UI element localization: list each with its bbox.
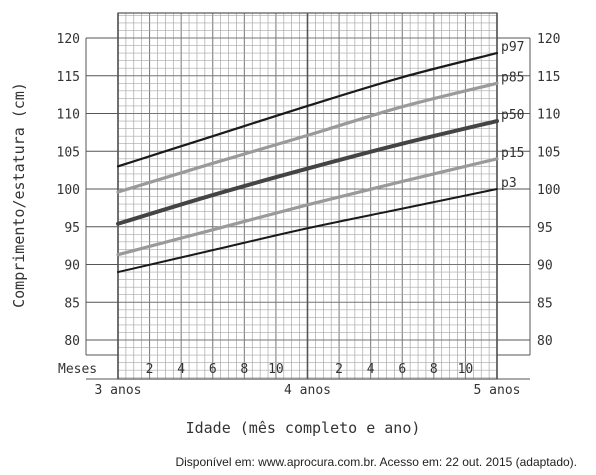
month-tick-label: 6	[209, 362, 217, 377]
series-line-p50	[116, 119, 499, 226]
month-tick-label: 4	[177, 362, 185, 377]
year-label: 5 anos	[474, 383, 521, 398]
y-tick-label-right: 120	[537, 32, 560, 47]
y-tick-label-left: 105	[57, 145, 80, 160]
series-line-p97	[116, 52, 499, 168]
x-axis-title: Idade (mês completo e ano)	[186, 419, 421, 437]
y-tick-label-left: 95	[64, 221, 80, 236]
year-label: 4 anos	[284, 383, 331, 398]
year-label: 3 anos	[95, 383, 142, 398]
month-tick-label: 10	[268, 362, 284, 377]
series-label-p50: p50	[501, 108, 524, 123]
y-axis-title: Comprimento/estatura (cm)	[10, 82, 28, 308]
month-tick-label: 10	[458, 362, 474, 377]
y-tick-label-left: 85	[64, 296, 80, 311]
y-tick-label-right: 100	[537, 183, 560, 198]
month-tick-label: 2	[335, 362, 343, 377]
series-line-p15	[116, 157, 499, 257]
month-tick-label: 2	[146, 362, 154, 377]
y-tick-label-left: 80	[64, 334, 80, 349]
month-tick-label: 4	[367, 362, 375, 377]
month-tick-label: 8	[240, 362, 248, 377]
y-tick-label-right: 110	[537, 108, 560, 123]
x-row-label: Meses	[58, 362, 97, 377]
series-line-p85	[116, 81, 499, 194]
y-tick-label-right: 90	[537, 259, 553, 274]
month-tick-label: 8	[430, 362, 438, 377]
series-lines	[116, 52, 499, 274]
y-tick-label-right: 115	[537, 70, 560, 85]
month-tick-label: 6	[398, 362, 406, 377]
series-labels: p97 p85 p50 p15 p3	[501, 40, 524, 191]
y-tick-label-left: 115	[57, 70, 80, 85]
y-ticks-right: 80 85 90 95 100 105 110 115 120	[497, 32, 560, 349]
y-tick-label-left: 100	[57, 183, 80, 198]
series-label-p15: p15	[501, 146, 524, 161]
y-tick-label-left: 90	[64, 259, 80, 274]
y-tick-label-right: 105	[537, 145, 560, 160]
y-tick-label-left: 120	[57, 32, 80, 47]
y-tick-label-left: 110	[57, 108, 80, 123]
source-note: Disponível em: www.aprocura.com.br. Aces…	[175, 455, 577, 469]
series-line-p3	[117, 188, 498, 274]
series-label-p85: p85	[501, 70, 524, 85]
y-tick-label-right: 95	[537, 221, 553, 236]
y-tick-label-right: 85	[537, 296, 553, 311]
y-tick-label-right: 80	[537, 334, 553, 349]
y-ticks-left: 80 85 90 95 100 105 110 115 120	[57, 32, 118, 349]
x-ticks: 2 4 6 8 10 2 4 6 8 10 3 anos 4 anos 5 anos	[95, 362, 521, 398]
series-label-p3: p3	[501, 176, 517, 191]
series-label-p97: p97	[501, 40, 524, 55]
